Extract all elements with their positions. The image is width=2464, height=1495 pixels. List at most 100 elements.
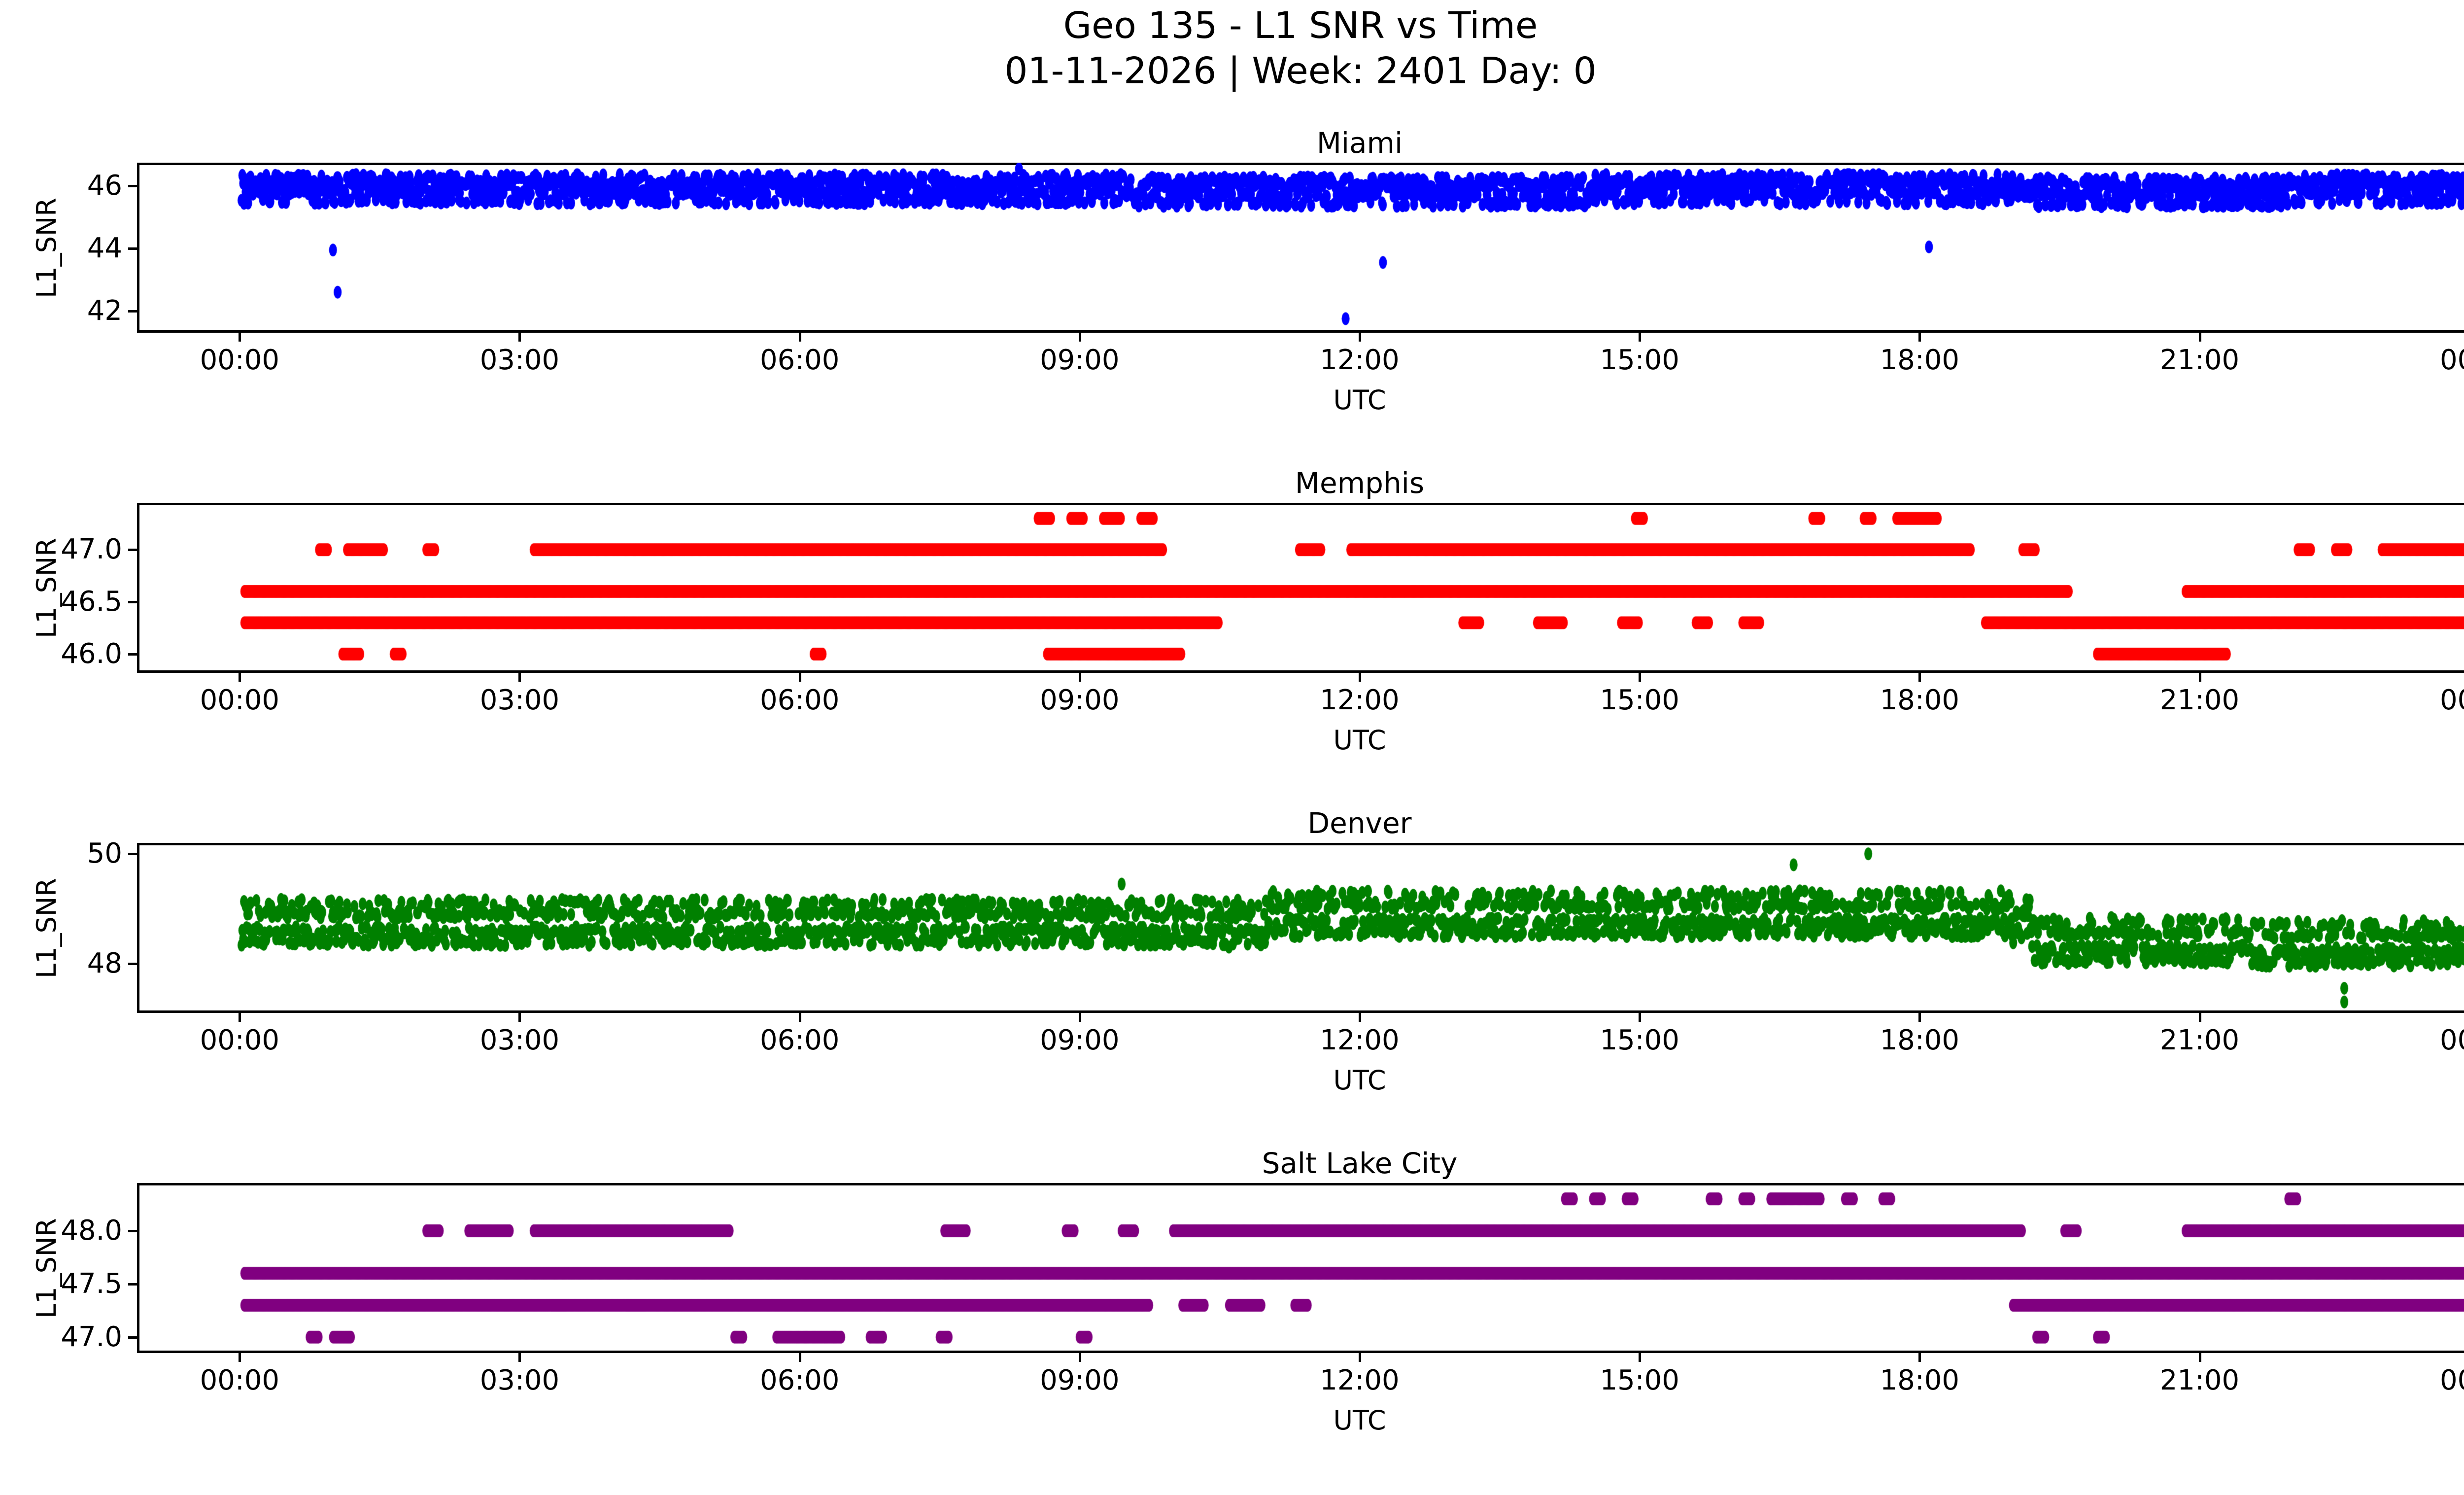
subplot-denver: Denver [137,807,2464,1013]
x-axis-label: UTC [1333,1405,1386,1436]
y-axis-label: L1_SNR [31,877,62,978]
x-tick-mark [2198,1353,2201,1362]
x-tick-mark [1359,333,1361,342]
y-tick-mark [128,1230,137,1233]
y-tick-mark [128,549,137,552]
x-tick-label: 09:00 [1040,1364,1120,1396]
x-tick-label: 12:00 [1320,1364,1400,1396]
scatter-points-layer [137,843,2464,1013]
x-tick-mark [518,333,521,342]
x-tick-mark [1078,333,1081,342]
y-tick-mark [128,1336,137,1339]
x-tick-label: 21:00 [2159,684,2240,716]
x-tick-label: 00:00 [200,344,280,376]
y-tick-label: 47.0 [61,533,122,566]
y-tick-label: 48 [87,947,122,979]
y-tick-mark [128,247,137,250]
y-axis-label: L1_SNR [31,1217,62,1319]
x-tick-mark [1918,1013,1921,1022]
x-tick-mark [2198,1013,2201,1022]
x-tick-label: 03:00 [479,344,560,376]
x-tick-label: 21:00 [2159,344,2240,376]
x-tick-mark [798,673,801,682]
x-tick-label: 00:00 [200,1364,280,1396]
x-tick-label: 06:00 [759,684,840,716]
y-tick-label: 50 [87,837,122,870]
x-tick-label: 18:00 [1880,344,1960,376]
y-tick-label: 47.5 [61,1267,122,1300]
subplot-title: Salt Lake City [1262,1147,1458,1180]
y-tick-label: 42 [87,294,122,327]
x-tick-label: 00:00 [2439,1364,2464,1396]
x-tick-label: 12:00 [1320,1024,1400,1056]
x-tick-mark [239,1353,241,1362]
x-tick-mark [1639,1353,1642,1362]
x-tick-mark [1078,1013,1081,1022]
y-tick-label: 46.5 [61,586,122,618]
x-tick-label: 00:00 [2439,1024,2464,1056]
x-tick-mark [2198,333,2201,342]
x-tick-mark [1639,673,1642,682]
y-tick-mark [128,962,137,965]
subplot-title: Memphis [1295,466,1425,500]
x-tick-mark [1918,333,1921,342]
subplot-miami: Miami [137,127,2464,333]
x-tick-label: 15:00 [1600,684,1679,716]
x-tick-label: 06:00 [759,1364,840,1396]
x-tick-label: 00:00 [200,1024,280,1056]
y-tick-mark [128,310,137,313]
subplot-title: Miami [1316,126,1403,160]
x-tick-label: 12:00 [1320,684,1400,716]
x-tick-mark [1359,1353,1361,1362]
x-tick-mark [1639,333,1642,342]
x-tick-label: 18:00 [1880,684,1960,716]
x-tick-label: 00:00 [200,684,280,716]
x-tick-mark [1918,673,1921,682]
x-tick-label: 09:00 [1040,344,1120,376]
x-axis-label: UTC [1333,384,1386,416]
x-tick-label: 18:00 [1880,1364,1960,1396]
x-tick-label: 00:00 [2439,344,2464,376]
x-tick-mark [798,333,801,342]
y-axis-label: L1_SNR [31,197,62,298]
x-tick-label: 18:00 [1880,1024,1960,1056]
x-tick-mark [1359,673,1361,682]
x-tick-label: 00:00 [2439,684,2464,716]
subplot-memphis: Memphis [137,467,2464,673]
subplot-title: Denver [1307,806,1412,840]
x-tick-label: 15:00 [1600,1024,1679,1056]
y-tick-label: 48.0 [61,1215,122,1247]
x-tick-label: 06:00 [759,344,840,376]
y-tick-mark [128,601,137,604]
y-tick-mark [128,185,137,188]
x-tick-label: 21:00 [2159,1024,2240,1056]
x-tick-mark [798,1013,801,1022]
x-axis-label: UTC [1333,1065,1386,1096]
y-tick-mark [128,653,137,656]
y-tick-mark [128,853,137,856]
y-tick-label: 46 [87,170,122,202]
x-tick-label: 09:00 [1040,1024,1120,1056]
x-tick-label: 21:00 [2159,1364,2240,1396]
x-tick-mark [1359,1013,1361,1022]
scatter-points-layer [137,163,2464,333]
x-axis-label: UTC [1333,725,1386,756]
x-tick-label: 15:00 [1600,1364,1679,1396]
x-tick-mark [1639,1013,1642,1022]
y-tick-label: 47.0 [61,1321,122,1353]
y-tick-label: 46.0 [61,637,122,670]
x-tick-label: 03:00 [479,1364,560,1396]
x-tick-mark [518,1013,521,1022]
y-tick-label: 44 [87,232,122,265]
scatter-points-layer [137,503,2464,673]
x-tick-label: 15:00 [1600,344,1679,376]
subplot-salt-lake-city: Salt Lake City [137,1147,2464,1353]
figure-title-line-1: Geo 135 - L1 SNR vs Time [1063,4,1538,47]
x-tick-mark [239,333,241,342]
y-axis-label: L1_SNR [31,537,62,638]
y-tick-mark [128,1283,137,1286]
x-tick-mark [518,1353,521,1362]
x-tick-mark [2198,673,2201,682]
x-tick-mark [1918,1353,1921,1362]
